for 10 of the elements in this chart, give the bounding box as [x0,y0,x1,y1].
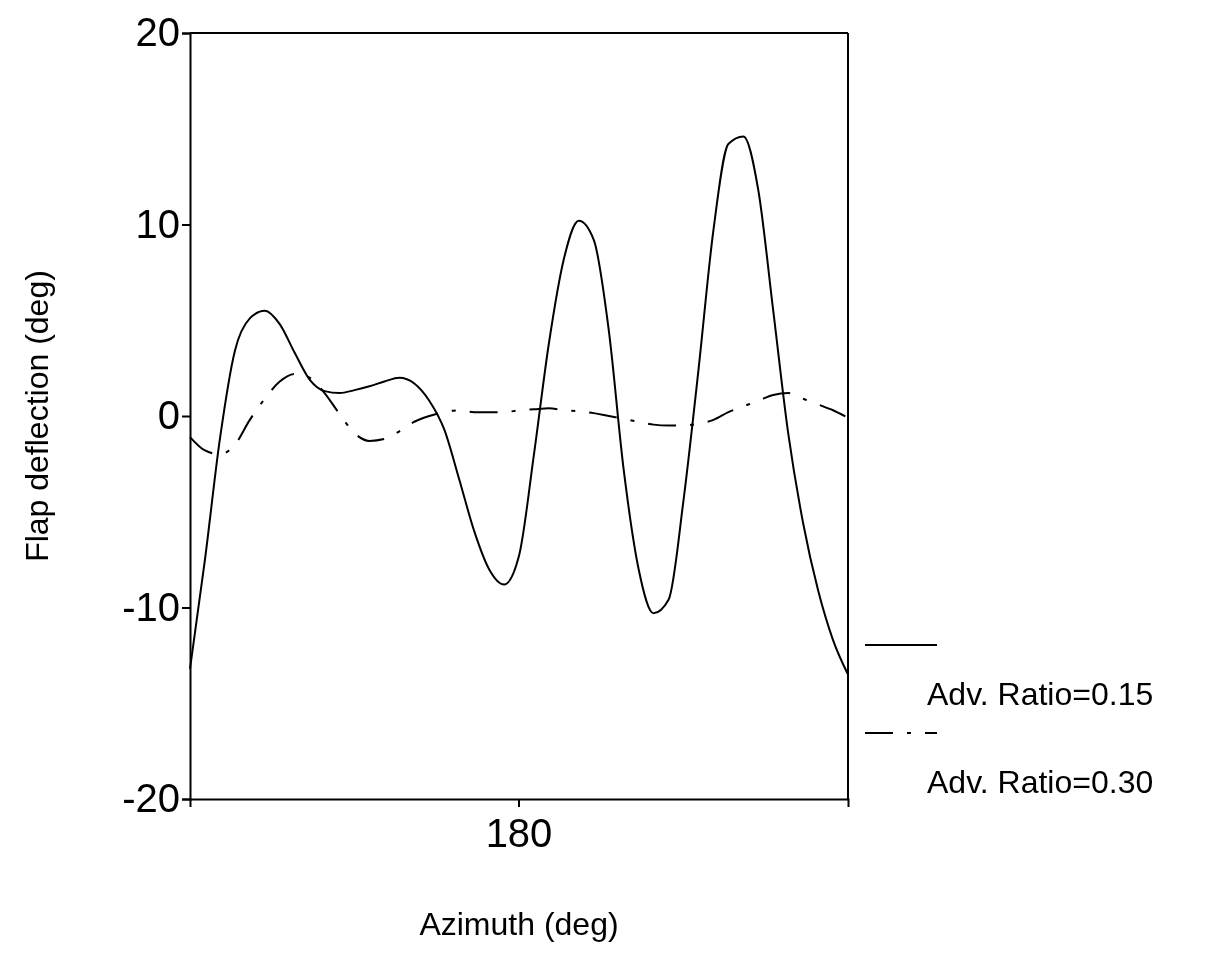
y-tick-label: 0 [157,393,180,438]
x-axis-title: Azimuth (deg) [419,906,619,942]
y-tick-label: -20 [122,776,180,821]
y-tick-label: -10 [122,584,180,629]
legend-label: Adv. Ratio=0.15 [927,676,1154,712]
y-axis-title: Flap deflection (deg) [19,270,55,562]
legend-label: Adv. Ratio=0.30 [927,764,1154,800]
y-tick-label: 10 [135,201,180,246]
y-tick-label: 20 [135,10,180,55]
text: 180 [485,811,553,855]
